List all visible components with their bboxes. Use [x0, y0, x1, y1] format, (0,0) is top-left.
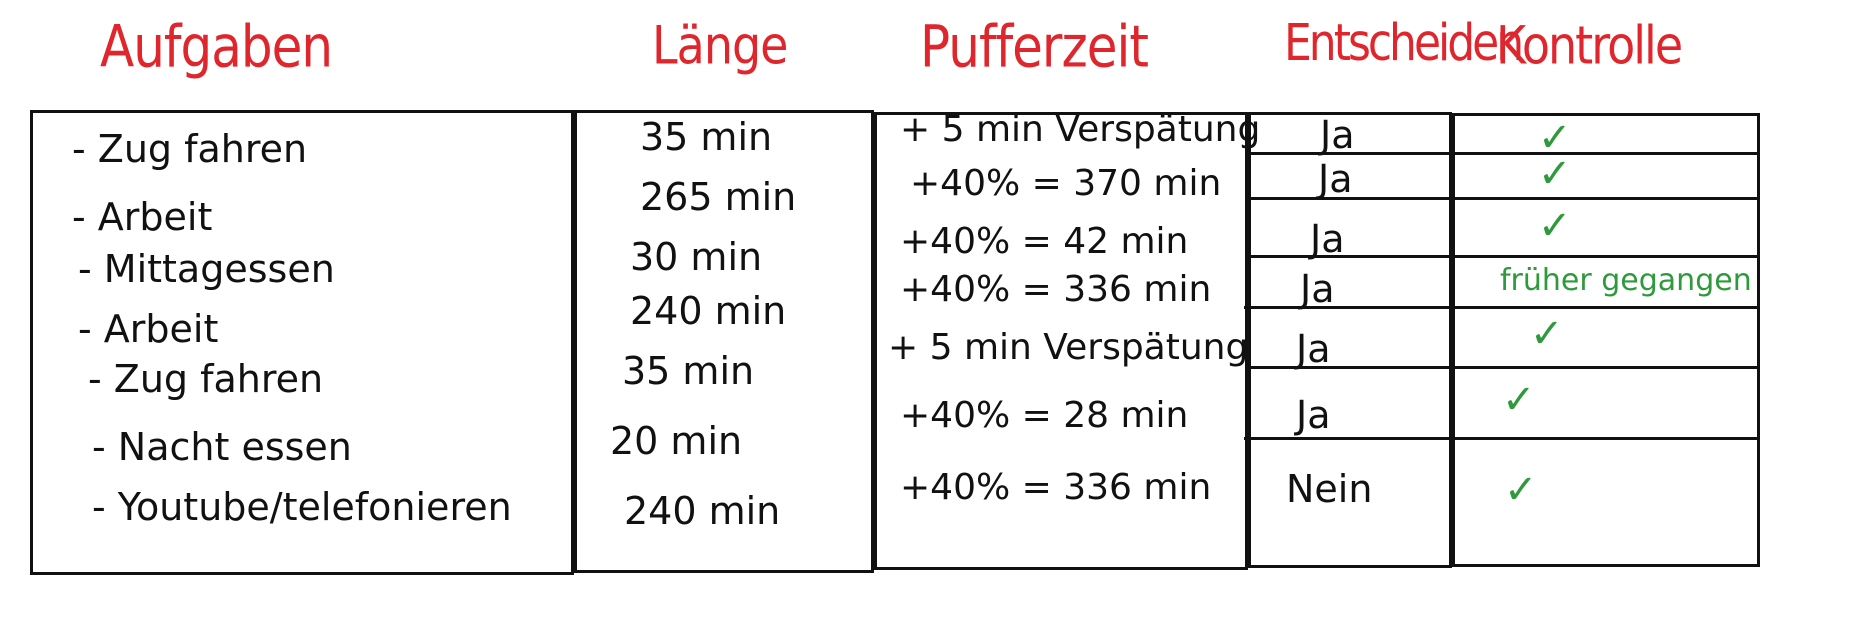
checkmark-icon: ✓	[1530, 311, 1564, 357]
aufgaben-column-box	[30, 110, 574, 575]
laenge-cell: 35 min	[640, 115, 773, 159]
row-divider	[1248, 255, 1758, 258]
entscheid-cell: Ja	[1296, 393, 1331, 437]
aufgabe-cell: - Zug fahren	[88, 357, 324, 401]
checkmark-icon: ✓	[1538, 151, 1572, 197]
laenge-cell: 240 min	[624, 489, 781, 533]
header-entscheiden: Entscheiden	[1284, 14, 1524, 73]
row-divider	[1248, 197, 1758, 200]
entscheid-cell: Ja	[1310, 217, 1345, 261]
entscheid-cell: Ja	[1296, 327, 1331, 371]
header-kontrolle: Kontrolle	[1496, 13, 1683, 77]
checkmark-icon: ✓	[1502, 377, 1536, 423]
laenge-column-box	[574, 110, 874, 573]
puffer-cell: +40% = 42 min	[900, 221, 1189, 262]
aufgabe-cell: - Arbeit	[72, 195, 213, 239]
entscheid-cell: Nein	[1286, 467, 1373, 511]
row-divider	[1248, 152, 1758, 155]
laenge-cell: 20 min	[610, 419, 743, 463]
header-laenge: Länge	[652, 13, 788, 77]
puffer-cell: +40% = 28 min	[900, 395, 1189, 436]
laenge-cell: 240 min	[630, 289, 787, 333]
pufferzeit-column-box	[874, 112, 1248, 570]
aufgabe-cell: - Zug fahren	[72, 127, 308, 171]
kontrolle-note: früher gegangen	[1500, 263, 1752, 298]
checkmark-icon: ✓	[1504, 467, 1538, 513]
checkmark-icon: ✓	[1538, 115, 1572, 161]
aufgabe-cell: - Mittagessen	[78, 247, 335, 291]
laenge-cell: 30 min	[630, 235, 763, 279]
row-divider	[1244, 437, 1758, 440]
entscheiden-column-box	[1248, 112, 1452, 568]
header-pufferzeit: Pufferzeit	[920, 13, 1149, 81]
kontrolle-column-box	[1452, 113, 1760, 567]
puffer-cell: + 5 min Verspätung	[900, 109, 1261, 150]
puffer-cell: +40% = 336 min	[900, 467, 1212, 508]
laenge-cell: 35 min	[622, 349, 755, 393]
aufgabe-cell: - Youtube/telefonieren	[92, 485, 512, 529]
aufgabe-cell: - Nacht essen	[92, 425, 352, 469]
entscheid-cell: Ja	[1318, 157, 1353, 201]
puffer-cell: + 5 min Verspätung	[888, 327, 1249, 368]
puffer-cell: +40% = 336 min	[900, 269, 1212, 310]
checkmark-icon: ✓	[1538, 203, 1572, 249]
entscheid-cell: Ja	[1320, 113, 1355, 157]
row-divider	[1248, 366, 1758, 369]
row-divider	[1244, 306, 1758, 309]
aufgabe-cell: - Arbeit	[78, 307, 219, 351]
laenge-cell: 265 min	[640, 175, 797, 219]
puffer-cell: +40% = 370 min	[910, 163, 1222, 204]
entscheid-cell: Ja	[1300, 267, 1335, 311]
header-aufgaben: Aufgaben	[100, 13, 333, 81]
